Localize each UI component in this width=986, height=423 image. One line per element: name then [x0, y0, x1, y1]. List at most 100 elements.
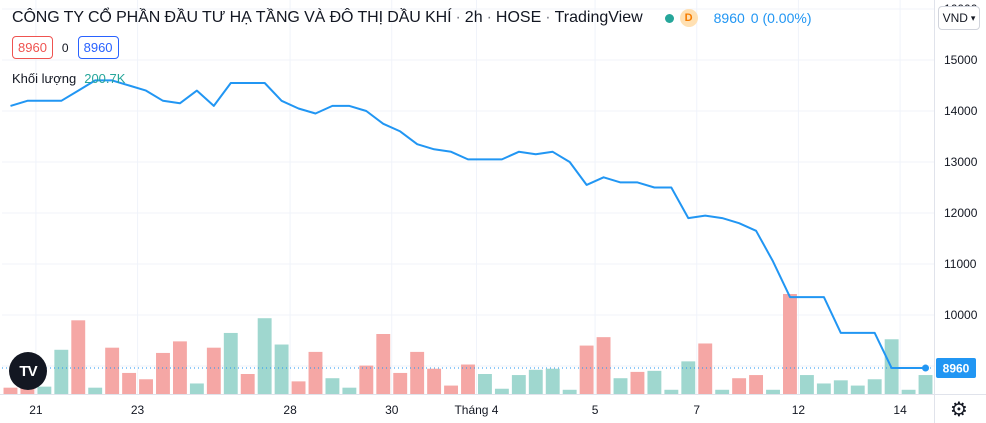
price-change: 0 (0.00%) — [750, 10, 812, 26]
x-tick-label: 28 — [283, 403, 297, 417]
volume-bar — [664, 389, 679, 394]
volume-bar — [867, 379, 882, 394]
x-tick-label: 14 — [893, 403, 907, 417]
y-tick-label: 15000 — [944, 53, 978, 67]
volume-bar — [494, 388, 509, 394]
volume-bar — [918, 375, 933, 394]
quick-trade-panel: 8960 0 8960 — [12, 36, 119, 59]
volume-bar — [698, 343, 713, 394]
volume-bar — [477, 374, 492, 394]
x-tick-label: 12 — [792, 403, 806, 417]
volume-bar — [342, 387, 357, 394]
volume-bar — [223, 332, 238, 394]
sell-price-button[interactable]: 8960 — [12, 36, 53, 59]
volume-bar — [613, 378, 628, 394]
volume-bar — [511, 375, 526, 394]
y-tick-label: 11000 — [944, 257, 977, 271]
x-tick-label: 5 — [592, 403, 599, 417]
delayed-badge[interactable]: D — [679, 9, 698, 27]
x-tick-label: Tháng 4 — [454, 403, 498, 417]
last-price: 8960 — [713, 10, 745, 26]
volume-bar — [376, 334, 391, 394]
volume-bar — [291, 381, 306, 394]
spread-value: 0 — [61, 40, 69, 55]
volume-bar — [54, 349, 69, 394]
volume-bar — [799, 375, 814, 394]
volume-bar — [189, 383, 204, 394]
volume-bar — [579, 345, 594, 394]
volume-bar — [444, 385, 459, 394]
currency-value: VND — [942, 11, 968, 25]
volume-bar — [274, 344, 289, 394]
header-separator: · — [486, 9, 492, 26]
volume-bar — [308, 351, 323, 394]
volume-bar — [156, 352, 170, 394]
volume-bar — [37, 386, 52, 394]
volume-bar — [139, 379, 153, 394]
volume-bar — [393, 372, 408, 394]
volume-bar — [3, 387, 18, 394]
volume-bar — [71, 320, 86, 394]
y-tick-label: 14000 — [944, 104, 978, 118]
chart-header: CÔNG TY CỔ PHẦN ĐẦU TƯ HẠ TẦNG VÀ ĐÔ THỊ… — [12, 7, 812, 29]
interval-label[interactable]: 2h — [464, 9, 483, 26]
y-tick-label: 13000 — [944, 155, 978, 169]
price-line-layer — [2, 79, 934, 372]
x-tick-label: 7 — [693, 403, 700, 417]
volume-bar — [545, 368, 560, 394]
volume-bar — [850, 385, 865, 394]
volume-bar — [359, 365, 374, 394]
volume-bar — [715, 389, 730, 394]
volume-value: 200.7K — [84, 71, 126, 86]
volume-bar — [427, 368, 442, 394]
header-separator: · — [545, 9, 551, 26]
volume-bar — [596, 337, 611, 394]
volume-bar — [833, 380, 848, 394]
volume-bar — [257, 318, 272, 394]
x-tick-label: 23 — [131, 403, 145, 417]
grid-lines — [2, 0, 934, 394]
y-tick-label: 12000 — [944, 206, 978, 220]
volume-legend[interactable]: Khối lượng 200.7K — [12, 71, 125, 86]
volume-bar — [766, 389, 780, 394]
volume-bar — [410, 351, 425, 394]
volume-bar — [325, 378, 340, 394]
volume-bar — [528, 369, 543, 394]
gear-icon[interactable]: ⚙ — [950, 398, 968, 421]
volume-bar — [105, 347, 120, 394]
source-label: TradingView — [554, 9, 643, 26]
last-price-point — [922, 364, 930, 372]
chevron-down-icon: ▾ — [970, 12, 976, 23]
last-price-label[interactable]: 8960 — [943, 362, 970, 376]
volume-bar — [461, 364, 475, 394]
volume-bar — [88, 387, 103, 394]
volume-bar — [206, 347, 221, 394]
volume-bars — [3, 294, 933, 394]
volume-label: Khối lượng — [12, 71, 77, 86]
x-tick-label: 30 — [385, 403, 399, 417]
volume-bar — [816, 383, 831, 394]
x-tick-label: 21 — [29, 403, 43, 417]
price-series-line[interactable] — [10, 79, 926, 369]
volume-bar — [122, 372, 137, 394]
market-status-icon[interactable] — [664, 13, 674, 23]
volume-bar — [562, 389, 577, 394]
header-separator: · — [455, 9, 461, 26]
symbol-title[interactable]: CÔNG TY CỔ PHẦN ĐẦU TƯ HẠ TẦNG VÀ ĐÔ THỊ… — [12, 9, 452, 26]
volume-bar — [630, 371, 645, 394]
volume-bar — [240, 374, 255, 394]
volume-bar — [732, 378, 747, 394]
volume-bar — [172, 341, 187, 394]
volume-bar — [901, 389, 916, 394]
last-price-label-bg — [936, 358, 976, 379]
volume-bar — [647, 370, 662, 394]
buy-price-button[interactable]: 8960 — [77, 36, 119, 59]
volume-bar — [681, 361, 696, 394]
tradingview-logo[interactable]: TV — [9, 352, 47, 390]
volume-bar — [783, 294, 797, 394]
volume-bar — [749, 375, 764, 394]
currency-selector[interactable]: VND ▾ — [938, 6, 980, 30]
exchange-label: HOSE — [495, 9, 542, 26]
